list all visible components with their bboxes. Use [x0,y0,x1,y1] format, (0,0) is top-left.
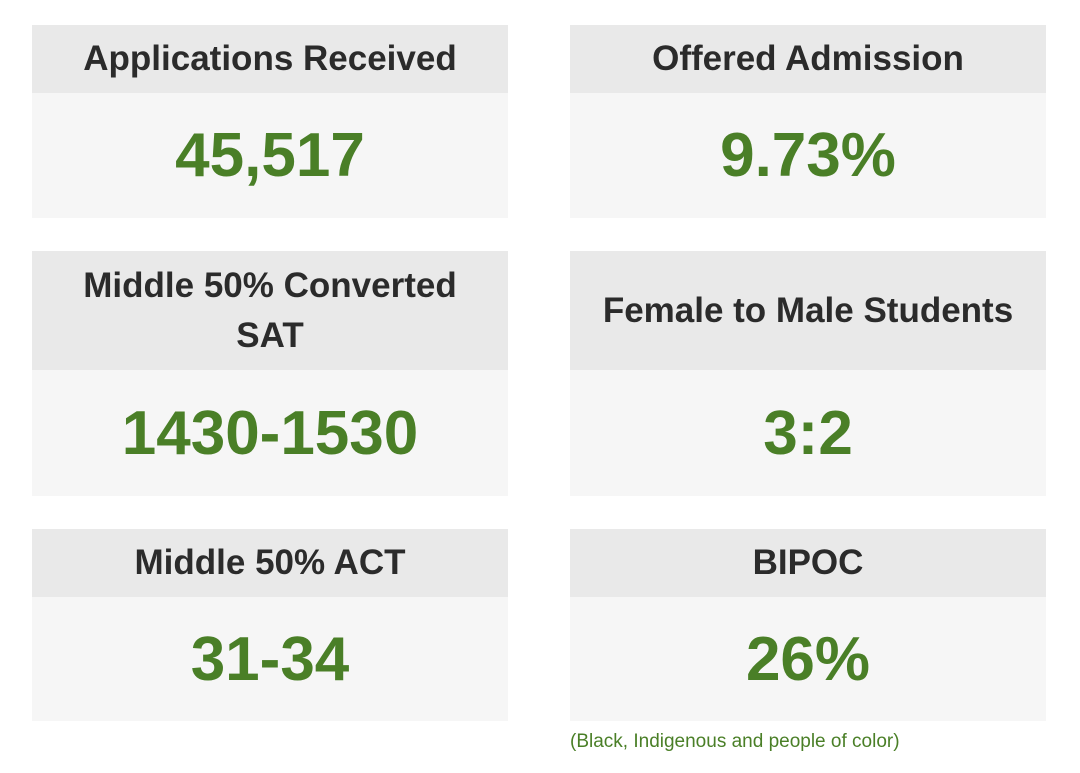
stat-card-female-to-male: Female to Male Students 3:2 [570,251,1046,496]
stat-label: Offered Admission [570,25,1046,93]
stat-value: 31-34 [32,597,508,721]
stat-label: BIPOC [570,529,1046,597]
stat-label: Female to Male Students [570,251,1046,370]
stat-label: Middle 50% Converted SAT [32,251,508,370]
stat-value: 9.73% [570,93,1046,218]
stat-value: 3:2 [570,370,1046,496]
stat-card-offered-admission: Offered Admission 9.73% [570,25,1046,218]
stat-value: 45,517 [32,93,508,218]
stat-card-bipoc: BIPOC 26% [570,529,1046,721]
stat-card-sat-range: Middle 50% Converted SAT 1430-1530 [32,251,508,496]
stat-card-act-range: Middle 50% ACT 31-34 [32,529,508,721]
bipoc-footnote: (Black, Indigenous and people of color) [570,731,900,752]
stat-value: 1430-1530 [32,370,508,496]
stat-value: 26% [570,597,1046,721]
stat-card-applications-received: Applications Received 45,517 [32,25,508,218]
stat-label: Applications Received [32,25,508,93]
stat-label: Middle 50% ACT [32,529,508,597]
